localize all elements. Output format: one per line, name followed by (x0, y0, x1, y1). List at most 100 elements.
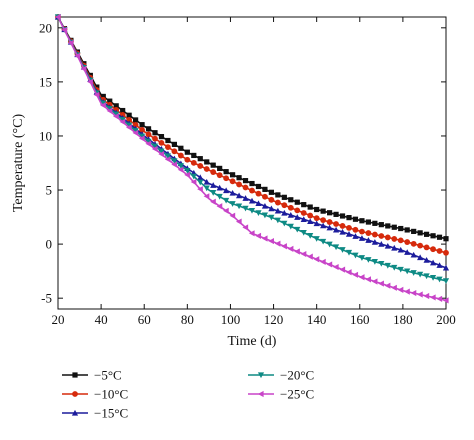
data-point (429, 275, 437, 281)
y-axis: -5 0 5 10 15 20 (39, 20, 446, 306)
series-line (57, 16, 447, 282)
data-point (359, 218, 365, 224)
data-point (410, 270, 417, 276)
series-1 (55, 14, 449, 242)
data-point (339, 213, 346, 219)
data-point (139, 122, 145, 128)
data-point (274, 199, 281, 206)
data-point (294, 214, 301, 220)
x-tick-label: 40 (95, 312, 108, 327)
data-point (397, 266, 404, 273)
data-point (443, 236, 449, 242)
data-point (313, 256, 320, 263)
legend: −5°C −10°C −15°C −20°C −25°C (62, 368, 314, 421)
data-point (300, 216, 307, 222)
data-point (191, 152, 197, 159)
data-point (442, 264, 450, 271)
data-point (100, 100, 107, 107)
data-point (436, 248, 443, 254)
data-point (423, 244, 430, 251)
data-point (242, 195, 249, 201)
legend-swatch-marker (257, 372, 265, 379)
data-point (210, 169, 217, 175)
data-point (333, 221, 339, 227)
data-point (327, 210, 333, 216)
data-point (359, 228, 365, 235)
data-point (332, 226, 340, 233)
data-point (210, 190, 217, 196)
data-point (436, 234, 443, 240)
data-point (152, 135, 158, 142)
legend-swatch-marker (72, 372, 78, 378)
data-point (430, 233, 436, 239)
data-point (145, 140, 152, 147)
data-point (171, 161, 177, 168)
y-tick-label: -5 (41, 291, 52, 306)
data-point (113, 103, 119, 109)
data-point (417, 254, 424, 261)
data-point (423, 257, 430, 263)
data-point (216, 184, 223, 191)
data-point (190, 178, 197, 186)
data-point (301, 202, 307, 208)
data-point (384, 234, 391, 241)
data-point (410, 240, 417, 247)
data-point (242, 205, 249, 212)
data-point (268, 196, 275, 203)
series-line (57, 16, 447, 240)
data-point (178, 145, 184, 151)
data-point (151, 145, 158, 153)
data-point (165, 137, 171, 144)
data-point (436, 276, 443, 283)
data-point (223, 197, 230, 204)
data-point (107, 98, 113, 104)
series-5 (54, 13, 449, 304)
data-point (203, 193, 210, 200)
x-tick-label: 60 (138, 312, 151, 327)
data-point (300, 250, 307, 258)
x-tick-label: 160 (350, 312, 370, 327)
data-point (326, 241, 333, 248)
data-point (391, 236, 398, 242)
data-point (384, 282, 391, 289)
data-point (345, 231, 353, 237)
y-tick-label: 10 (39, 128, 52, 143)
data-point (158, 139, 165, 146)
data-point (404, 288, 410, 295)
data-point (274, 217, 281, 224)
data-point (281, 209, 288, 216)
data-point (320, 217, 327, 224)
data-point (424, 231, 430, 237)
data-point (442, 278, 450, 284)
data-point (145, 138, 152, 145)
data-point (436, 262, 443, 268)
data-point (404, 227, 410, 233)
data-point (423, 292, 430, 300)
data-point (339, 223, 346, 229)
data-point (339, 266, 346, 273)
data-point (235, 203, 243, 210)
data-point (281, 243, 287, 250)
data-point (391, 224, 397, 230)
data-point (365, 276, 371, 283)
legend-swatch-marker (257, 390, 264, 398)
data-point (274, 207, 281, 214)
data-point (171, 141, 177, 147)
data-point (145, 126, 152, 132)
data-point (442, 297, 449, 304)
legend-label: −25°C (280, 387, 314, 402)
data-point (106, 106, 113, 112)
data-point (313, 220, 320, 227)
data-point (132, 122, 139, 128)
data-point (171, 158, 178, 164)
data-point (261, 235, 268, 242)
data-point (436, 295, 443, 302)
legend-swatch-marker (72, 391, 78, 397)
data-point (281, 194, 287, 200)
data-point (164, 153, 172, 160)
data-point (345, 249, 353, 256)
data-point (184, 156, 191, 163)
data-point (352, 271, 359, 278)
series-4 (54, 14, 450, 284)
